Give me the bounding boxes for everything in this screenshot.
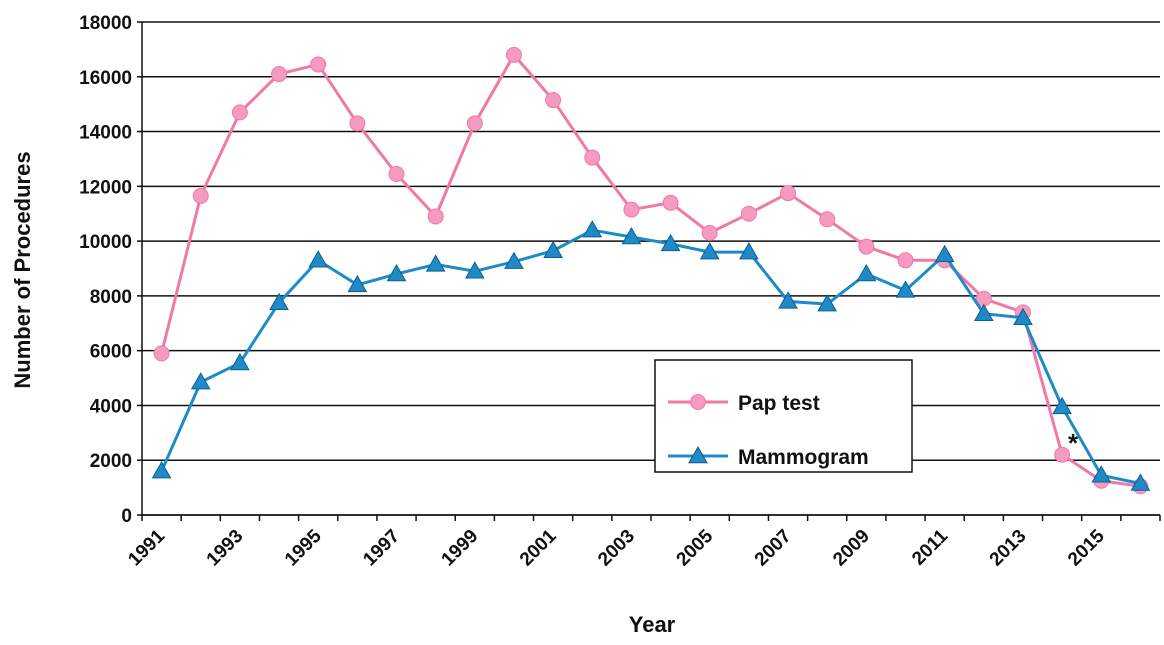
x-tick-label: 2011 <box>908 525 952 569</box>
y-tick-label: 4000 <box>90 396 132 417</box>
data-point <box>425 254 446 272</box>
data-point <box>662 194 679 211</box>
data-point <box>388 166 405 183</box>
x-tick-label: 2015 <box>1064 525 1109 570</box>
x-tick-label: 2001 <box>516 525 561 570</box>
x-tick-label: 2009 <box>829 526 874 571</box>
data-point <box>504 251 524 269</box>
data-point <box>817 294 838 312</box>
legend-marker <box>688 445 708 464</box>
y-tick-label: 18000 <box>79 13 132 34</box>
data-point <box>543 240 563 258</box>
data-point <box>464 261 485 279</box>
x-tick-label: 2005 <box>673 525 718 570</box>
data-point <box>466 115 483 132</box>
data-point <box>699 242 720 260</box>
legend-marker <box>690 394 706 410</box>
data-point <box>778 291 798 309</box>
data-point <box>1091 465 1112 483</box>
x-tick-label: 1995 <box>281 525 326 570</box>
data-point <box>973 303 994 321</box>
data-point <box>621 226 642 245</box>
x-tick-label: 2003 <box>594 526 639 571</box>
data-point <box>582 220 603 238</box>
data-point <box>1052 396 1072 415</box>
y-tick-label: 8000 <box>90 287 132 308</box>
x-tick-label: 2007 <box>751 526 796 571</box>
data-point <box>740 205 757 222</box>
data-point <box>310 56 327 73</box>
data-point <box>739 242 759 260</box>
y-tick-label: 0 <box>121 506 132 527</box>
x-axis-title: Year <box>629 612 676 637</box>
y-tick-label: 16000 <box>79 68 132 89</box>
series-line <box>160 228 1141 485</box>
x-tick-label: 2013 <box>986 526 1031 571</box>
data-point <box>427 208 444 225</box>
data-point <box>1054 446 1071 463</box>
data-point <box>545 92 562 109</box>
data-point <box>1013 307 1033 326</box>
data-point <box>349 115 366 132</box>
x-tick-label: 1999 <box>438 526 483 571</box>
x-tick-label: 1993 <box>203 526 248 571</box>
data-point <box>386 263 407 282</box>
data-point <box>269 292 289 310</box>
data-point <box>701 224 718 241</box>
y-tick-label: 6000 <box>90 342 132 363</box>
legend: Pap test Mammogram <box>654 359 913 473</box>
x-tick-label: 1991 <box>124 525 169 570</box>
data-point <box>858 238 875 255</box>
data-point <box>153 345 170 362</box>
data-point <box>308 250 329 268</box>
data-point <box>151 461 172 479</box>
data-point <box>660 233 681 252</box>
y-tick-label: 12000 <box>79 177 132 198</box>
y-tick-label: 2000 <box>90 451 132 472</box>
legend-label: Mammogram <box>738 446 869 469</box>
data-point <box>271 66 288 83</box>
data-point <box>819 211 836 228</box>
series-line <box>160 52 1141 488</box>
y-axis-title: Number of Procedures <box>10 151 35 388</box>
data-point <box>856 263 877 282</box>
data-point <box>192 187 209 204</box>
data-point <box>897 252 914 269</box>
data-point <box>895 280 916 298</box>
data-point <box>505 46 522 63</box>
y-tick-label: 10000 <box>79 232 132 253</box>
x-tick-label: 1997 <box>359 526 404 571</box>
annotation: * <box>1068 428 1079 458</box>
y-tick-label: 14000 <box>79 123 132 144</box>
legend-label: Pap test <box>738 392 820 415</box>
data-point <box>230 352 250 371</box>
data-point <box>1130 473 1151 491</box>
data-point <box>347 274 368 293</box>
data-point <box>623 201 640 218</box>
data-point <box>231 104 248 121</box>
data-point <box>780 185 797 202</box>
data-point <box>584 149 601 166</box>
data-point <box>934 244 955 263</box>
data-point <box>190 372 211 390</box>
